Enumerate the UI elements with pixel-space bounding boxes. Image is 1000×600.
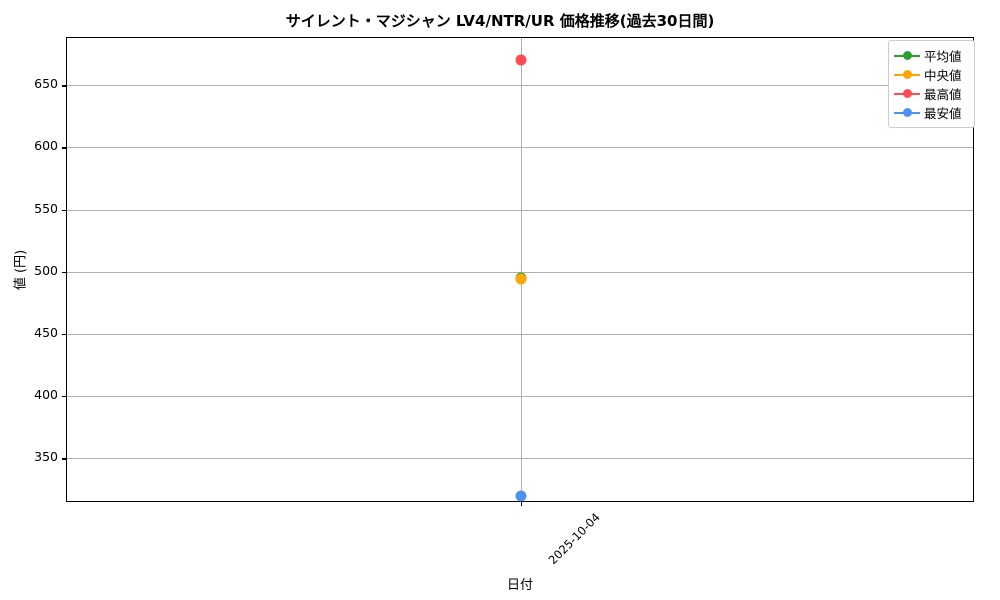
legend-item[interactable]: 平均値	[894, 46, 968, 65]
y-tick-label: 550	[34, 200, 58, 216]
gridline-horizontal	[67, 458, 973, 460]
x-tick-label: 2025-10-04	[545, 510, 603, 568]
legend-item[interactable]: 中央値	[894, 65, 968, 84]
gridline-horizontal	[67, 147, 973, 149]
legend-marker-icon	[894, 50, 920, 61]
y-tick-label: 400	[34, 387, 58, 403]
y-tick-label: 350	[34, 449, 58, 465]
data-point	[515, 54, 527, 66]
data-point	[515, 490, 527, 502]
legend-marker-icon	[894, 88, 920, 99]
gridline-horizontal	[67, 271, 973, 273]
legend-marker-icon	[894, 69, 920, 80]
y-tick-mark	[62, 271, 67, 274]
y-tick-mark	[62, 85, 67, 87]
data-point	[515, 273, 527, 285]
y-tick-mark	[62, 147, 67, 149]
legend-dot	[902, 89, 912, 98]
y-tick-mark	[62, 396, 67, 398]
chart-legend: 平均値中央値最高値最安値	[888, 40, 975, 128]
y-tick-mark	[62, 333, 67, 336]
x-axis-title: 日付	[506, 578, 533, 593]
gridline-horizontal	[67, 333, 973, 335]
legend-item[interactable]: 最安値	[894, 103, 968, 122]
y-tick-mark	[62, 458, 67, 460]
legend-label: 最高値	[924, 87, 962, 102]
legend-label: 最安値	[924, 106, 962, 121]
plot-area: 値 (円)	[14, 37, 974, 506]
legend-label: 中央値	[924, 68, 962, 83]
y-tick-label: 500	[34, 262, 58, 278]
gridline-horizontal	[67, 396, 973, 398]
y-tick-label: 450	[34, 324, 58, 340]
legend-dot	[902, 51, 912, 60]
y-tick-label: 600	[34, 138, 58, 154]
legend-item[interactable]: 最高値	[894, 84, 968, 103]
legend-marker-icon	[894, 107, 920, 118]
y-tick-label: 650	[34, 76, 58, 92]
legend-label: 平均値	[924, 49, 962, 64]
legend-dot	[902, 108, 912, 117]
y-tick-mark	[62, 209, 67, 211]
chart-title: サイレント・マジシャン LV4/NTR/UR 価格推移(過去30日間)	[285, 12, 715, 30]
gridline-horizontal	[67, 209, 973, 211]
legend-dot	[902, 70, 912, 79]
x-tick-mark	[521, 501, 523, 506]
gridline-vertical	[521, 38, 522, 501]
gridline-horizontal	[67, 85, 973, 87]
